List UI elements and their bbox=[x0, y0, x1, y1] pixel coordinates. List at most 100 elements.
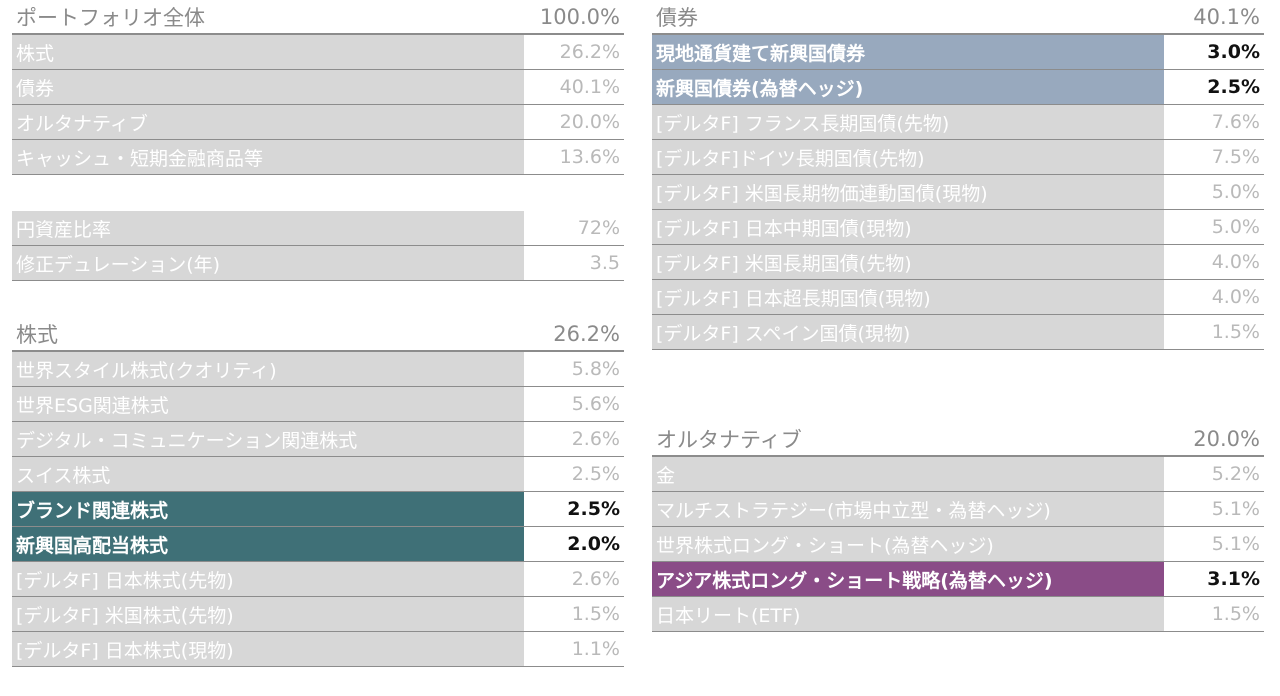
row-value: 40.1% bbox=[524, 70, 624, 104]
row-value: 1.5% bbox=[1164, 315, 1264, 349]
table-row: [デルタF] フランス長期国債(先物) 7.6% bbox=[652, 105, 1264, 140]
table-row: 債券 40.1% bbox=[12, 70, 624, 105]
table-row: 修正デュレーション(年) 3.5 bbox=[12, 246, 624, 281]
table-row: [デルタF] 米国長期物価連動国債(現物) 5.0% bbox=[652, 175, 1264, 210]
table-row-highlighted: 新興国高配当株式 2.0% bbox=[12, 527, 624, 562]
row-value: 2.5% bbox=[524, 457, 624, 491]
left-column: ポートフォリオ全体 100.0% 株式 26.2% 債券 40.1% オルタナティブ… bbox=[12, 0, 624, 667]
spacer bbox=[12, 281, 624, 317]
row-value: 2.0% bbox=[524, 527, 624, 561]
row-label: 世界スタイル株式(クオリティ) bbox=[12, 352, 524, 386]
table-row: キャッシュ・短期金融商品等 13.6% bbox=[12, 140, 624, 175]
row-value: 5.1% bbox=[1164, 527, 1264, 561]
row-label: アジア株式ロング・ショート戦略(為替ヘッジ) bbox=[652, 562, 1164, 596]
spacer bbox=[652, 350, 1264, 422]
table-row: 世界ESG関連株式 5.6% bbox=[12, 387, 624, 422]
row-label: 日本リート(ETF) bbox=[652, 597, 1164, 631]
row-label: [デルタF] 米国長期物価連動国債(現物) bbox=[652, 175, 1164, 209]
table-row-highlighted: 新興国債券(為替ヘッジ) 2.5% bbox=[652, 70, 1264, 105]
table-row-highlighted: ブランド関連株式 2.5% bbox=[12, 492, 624, 527]
row-value: 5.8% bbox=[524, 352, 624, 386]
row-value: 4.0% bbox=[1164, 245, 1264, 279]
row-value: 3.5 bbox=[524, 246, 624, 280]
row-value: 3.0% bbox=[1164, 35, 1264, 69]
row-label: [デルタF] 日本中期国債(現物) bbox=[652, 210, 1164, 244]
row-label: 金 bbox=[652, 457, 1164, 491]
portfolio-title: ポートフォリオ全体 bbox=[12, 0, 524, 33]
row-value: 72% bbox=[524, 211, 624, 245]
equity-header: 株式 26.2% bbox=[12, 317, 624, 352]
row-value: 7.5% bbox=[1164, 140, 1264, 174]
row-value: 1.1% bbox=[524, 632, 624, 666]
table-row: [デルタF] 日本中期国債(現物) 5.0% bbox=[652, 210, 1264, 245]
table-row: マルチストラテジー(市場中立型・為替ヘッジ) 5.1% bbox=[652, 492, 1264, 527]
row-label: 新興国債券(為替ヘッジ) bbox=[652, 70, 1164, 104]
row-value: 20.0% bbox=[524, 105, 624, 139]
table-row: [デルタF] 米国長期国債(先物) 4.0% bbox=[652, 245, 1264, 280]
table-row: 日本リート(ETF) 1.5% bbox=[652, 597, 1264, 632]
table-row: オルタナティブ 20.0% bbox=[12, 105, 624, 140]
row-value: 5.0% bbox=[1164, 175, 1264, 209]
row-value: 5.6% bbox=[524, 387, 624, 421]
row-value: 1.5% bbox=[1164, 597, 1264, 631]
row-label: 新興国高配当株式 bbox=[12, 527, 524, 561]
row-label: 世界ESG関連株式 bbox=[12, 387, 524, 421]
row-value: 13.6% bbox=[524, 140, 624, 174]
portfolio-header: ポートフォリオ全体 100.0% bbox=[12, 0, 624, 35]
row-label: 株式 bbox=[12, 35, 524, 69]
right-column: 債券 40.1% 現地通貨建て新興国債券 3.0% 新興国債券(為替ヘッジ) 2.5… bbox=[652, 0, 1264, 632]
table-row: デジタル・コミュニケーション関連株式 2.6% bbox=[12, 422, 624, 457]
row-label: 円資産比率 bbox=[12, 211, 524, 245]
bonds-header: 債券 40.1% bbox=[652, 0, 1264, 35]
row-value: 7.6% bbox=[1164, 105, 1264, 139]
table-row: [デルタF] 日本株式(現物) 1.1% bbox=[12, 632, 624, 667]
bonds-total: 40.1% bbox=[1164, 0, 1264, 33]
row-value: 2.6% bbox=[524, 422, 624, 456]
table-row: 金 5.2% bbox=[652, 457, 1264, 492]
table-row: 世界スタイル株式(クオリティ) 5.8% bbox=[12, 352, 624, 387]
table-row-highlighted: アジア株式ロング・ショート戦略(為替ヘッジ) 3.1% bbox=[652, 562, 1264, 597]
bonds-title: 債券 bbox=[652, 0, 1164, 33]
table-row: スイス株式 2.5% bbox=[12, 457, 624, 492]
row-value: 5.2% bbox=[1164, 457, 1264, 491]
row-label: スイス株式 bbox=[12, 457, 524, 491]
row-label: ブランド関連株式 bbox=[12, 492, 524, 526]
row-label: [デルタF] フランス長期国債(先物) bbox=[652, 105, 1164, 139]
row-label: 世界株式ロング・ショート(為替ヘッジ) bbox=[652, 527, 1164, 561]
row-label: キャッシュ・短期金融商品等 bbox=[12, 140, 524, 174]
row-label: [デルタF]ドイツ長期国債(先物) bbox=[652, 140, 1164, 174]
row-value: 2.5% bbox=[1164, 70, 1264, 104]
row-value: 2.5% bbox=[524, 492, 624, 526]
row-label: 債券 bbox=[12, 70, 524, 104]
spacer bbox=[12, 175, 624, 211]
table-row: 世界株式ロング・ショート(為替ヘッジ) 5.1% bbox=[652, 527, 1264, 562]
row-value: 5.0% bbox=[1164, 210, 1264, 244]
table-row: [デルタF] 日本株式(先物) 2.6% bbox=[12, 562, 624, 597]
row-value: 2.6% bbox=[524, 562, 624, 596]
row-label: [デルタF] 日本株式(先物) bbox=[12, 562, 524, 596]
alternatives-header: オルタナティブ 20.0% bbox=[652, 422, 1264, 457]
row-label: デジタル・コミュニケーション関連株式 bbox=[12, 422, 524, 456]
row-label: オルタナティブ bbox=[12, 105, 524, 139]
row-label: [デルタF] スペイン国債(現物) bbox=[652, 315, 1164, 349]
row-label: マルチストラテジー(市場中立型・為替ヘッジ) bbox=[652, 492, 1164, 526]
row-label: 修正デュレーション(年) bbox=[12, 246, 524, 280]
row-value: 4.0% bbox=[1164, 280, 1264, 314]
row-value: 26.2% bbox=[524, 35, 624, 69]
row-label: [デルタF] 米国長期国債(先物) bbox=[652, 245, 1164, 279]
row-label: [デルタF] 日本超長期国債(現物) bbox=[652, 280, 1164, 314]
alternatives-title: オルタナティブ bbox=[652, 422, 1164, 455]
row-value: 5.1% bbox=[1164, 492, 1264, 526]
table-row: 株式 26.2% bbox=[12, 35, 624, 70]
table-row: [デルタF] 米国株式(先物) 1.5% bbox=[12, 597, 624, 632]
equity-total: 26.2% bbox=[524, 317, 624, 350]
table-row: [デルタF] 日本超長期国債(現物) 4.0% bbox=[652, 280, 1264, 315]
table-row: [デルタF]ドイツ長期国債(先物) 7.5% bbox=[652, 140, 1264, 175]
row-label: [デルタF] 日本株式(現物) bbox=[12, 632, 524, 666]
row-label: 現地通貨建て新興国債券 bbox=[652, 35, 1164, 69]
row-value: 3.1% bbox=[1164, 562, 1264, 596]
table-row-highlighted: 現地通貨建て新興国債券 3.0% bbox=[652, 35, 1264, 70]
portfolio-total: 100.0% bbox=[524, 0, 624, 33]
row-label: [デルタF] 米国株式(先物) bbox=[12, 597, 524, 631]
table-row: [デルタF] スペイン国債(現物) 1.5% bbox=[652, 315, 1264, 350]
